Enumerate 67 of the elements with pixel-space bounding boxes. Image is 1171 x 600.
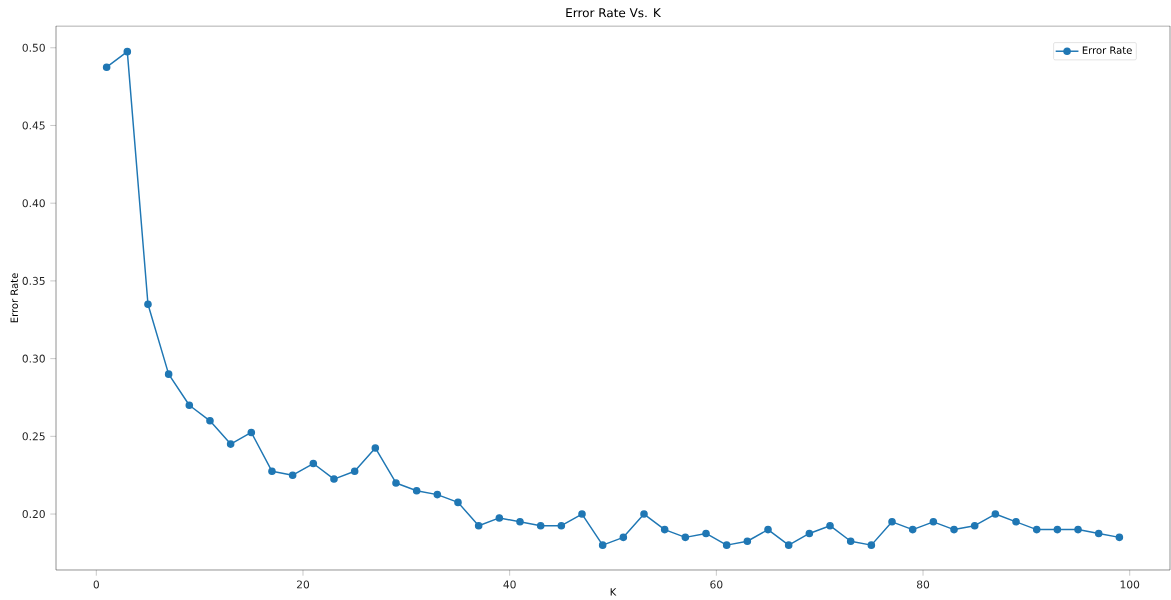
y-tick-label: 0.30 [22, 354, 45, 363]
point [888, 518, 896, 526]
point [268, 467, 276, 476]
x-tick-label: 40 [503, 580, 516, 589]
point [226, 440, 235, 448]
point [1094, 529, 1103, 538]
point [640, 510, 648, 518]
x-tick-label: 80 [916, 580, 930, 589]
point [536, 521, 545, 530]
y-tick-label: 0.40 [22, 199, 45, 208]
point [474, 521, 483, 530]
point [867, 541, 876, 549]
point [578, 510, 586, 518]
y-tick-label: 0.25 [22, 432, 45, 441]
point [846, 537, 855, 546]
point [970, 521, 979, 530]
point [206, 416, 214, 425]
y-axis-title: Error Rate [10, 273, 19, 323]
point [247, 428, 256, 437]
point [164, 370, 173, 378]
point [722, 541, 731, 549]
point [288, 471, 297, 479]
point [330, 475, 338, 483]
chart-title: Error Rate Vs. K [566, 8, 662, 18]
point [1032, 525, 1041, 534]
point [185, 401, 194, 410]
y-tick-label: 0.20 [22, 510, 45, 519]
legend-label: Error Rate [1082, 46, 1132, 55]
x-tick-label: 100 [1120, 580, 1140, 589]
point [805, 529, 814, 538]
point [1074, 525, 1082, 534]
point [784, 541, 793, 549]
point [1115, 533, 1124, 542]
y-tick-label: 0.50 [22, 43, 45, 52]
point [1053, 525, 1062, 534]
point [681, 533, 690, 542]
y-tick-label: 0.35 [22, 276, 45, 285]
point [144, 300, 152, 309]
x-tick-label: 60 [710, 580, 723, 589]
x-tick-label: 20 [296, 580, 310, 589]
point [991, 510, 1000, 518]
point [516, 518, 524, 526]
point [764, 525, 772, 534]
point [371, 444, 380, 452]
point [743, 537, 752, 546]
point [454, 498, 462, 507]
point [350, 467, 359, 476]
point [1012, 518, 1020, 526]
point [619, 533, 628, 542]
point [598, 541, 607, 549]
point [950, 525, 958, 534]
point [826, 521, 834, 530]
point [495, 514, 504, 522]
point [702, 529, 710, 538]
point [557, 521, 566, 530]
y-tick-label: 0.45 [22, 121, 45, 130]
x-axis-title: K [610, 588, 617, 596]
x-tick-label: 0 [93, 580, 99, 589]
point [412, 486, 421, 495]
point [908, 525, 917, 534]
point [433, 490, 442, 499]
point [929, 518, 938, 526]
point [309, 459, 318, 468]
point [392, 479, 400, 487]
point [660, 525, 669, 534]
point [102, 63, 111, 71]
point [123, 47, 132, 56]
